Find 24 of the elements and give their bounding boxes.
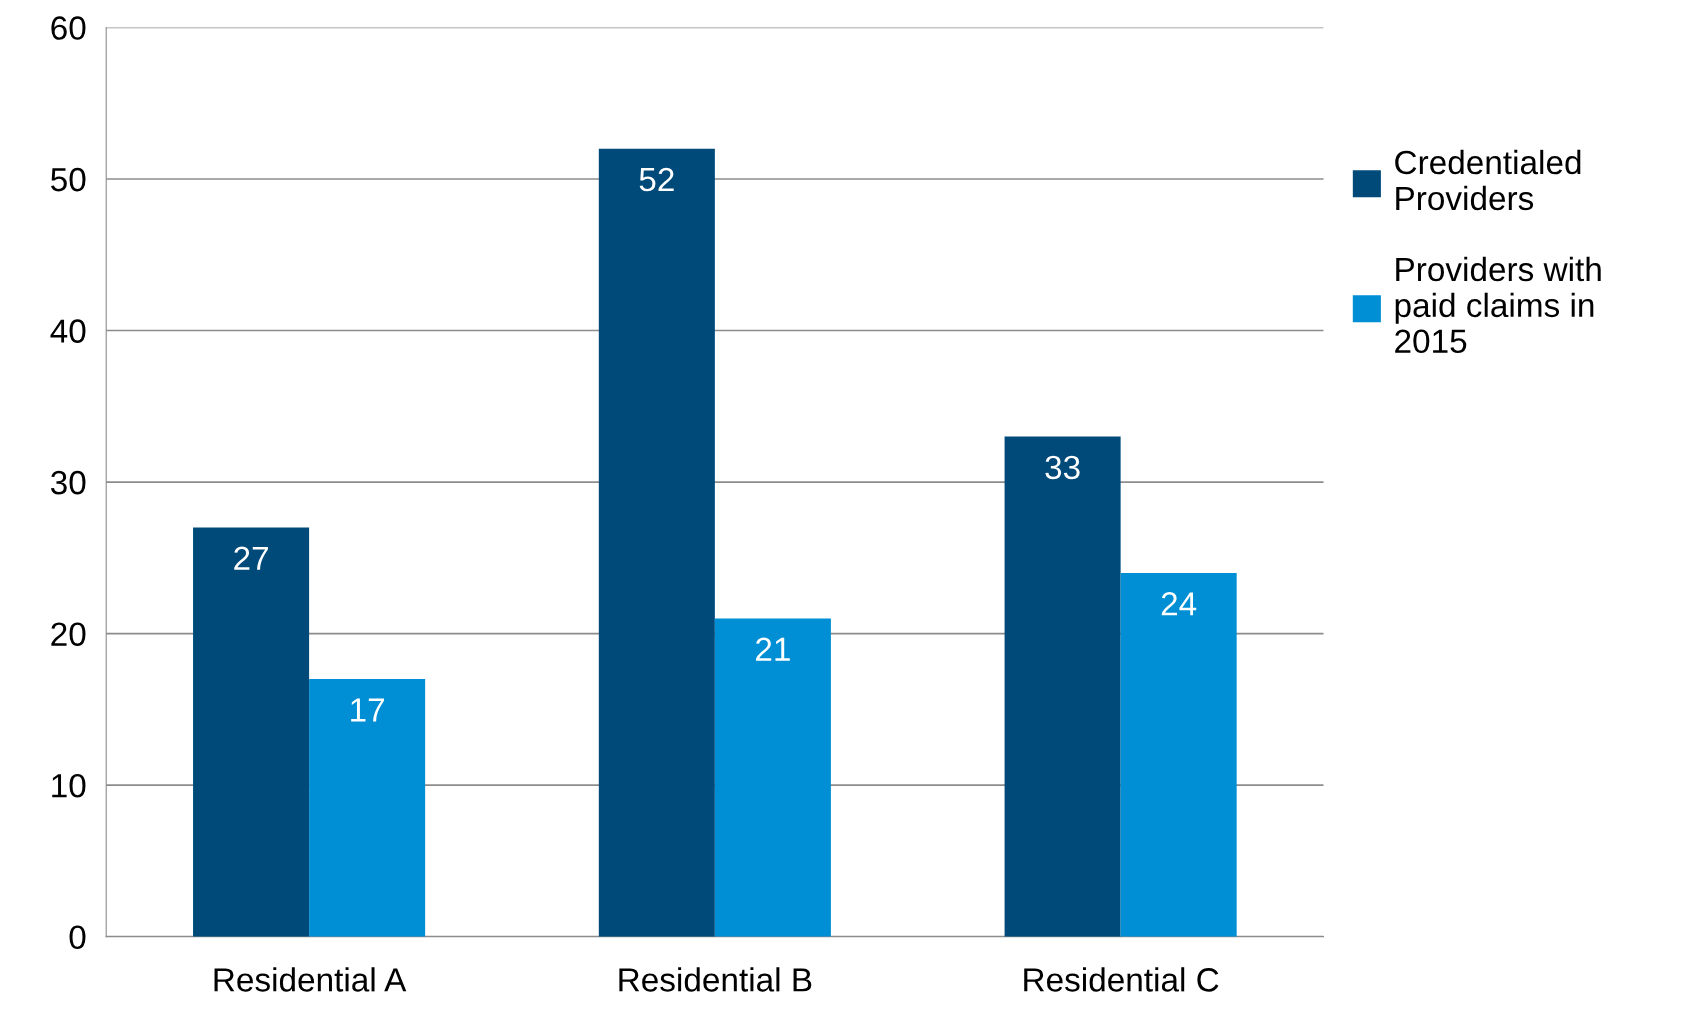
y-tick-label: 50 bbox=[51, 167, 86, 192]
x-tick-label: Residential C bbox=[1024, 967, 1219, 992]
legend-label: Credentialed Providers bbox=[1395, 149, 1581, 211]
bar bbox=[193, 527, 310, 937]
data-label: 52 bbox=[639, 167, 674, 192]
y-tick-label: 0 bbox=[69, 925, 86, 950]
y-tick-label: 60 bbox=[51, 16, 86, 40]
bar bbox=[1120, 572, 1237, 937]
data-label: 33 bbox=[1045, 455, 1080, 480]
bar bbox=[598, 148, 715, 937]
data-label: 21 bbox=[756, 637, 790, 661]
data-label: 17 bbox=[351, 698, 384, 722]
bar bbox=[714, 618, 831, 937]
bar bbox=[1004, 436, 1121, 937]
data-label: 27 bbox=[234, 546, 268, 570]
x-tick-label: Residential A bbox=[214, 967, 407, 992]
legend-label: Providers with paid claims in 2015 bbox=[1395, 256, 1601, 354]
y-tick-label: 20 bbox=[51, 622, 86, 646]
bar bbox=[309, 679, 426, 937]
y-tick-label: 40 bbox=[50, 319, 86, 343]
x-tick-label: Residential B bbox=[619, 967, 812, 992]
y-tick-label: 30 bbox=[50, 470, 86, 495]
y-tick-label: 10 bbox=[52, 773, 86, 798]
data-label: 24 bbox=[1161, 592, 1197, 616]
